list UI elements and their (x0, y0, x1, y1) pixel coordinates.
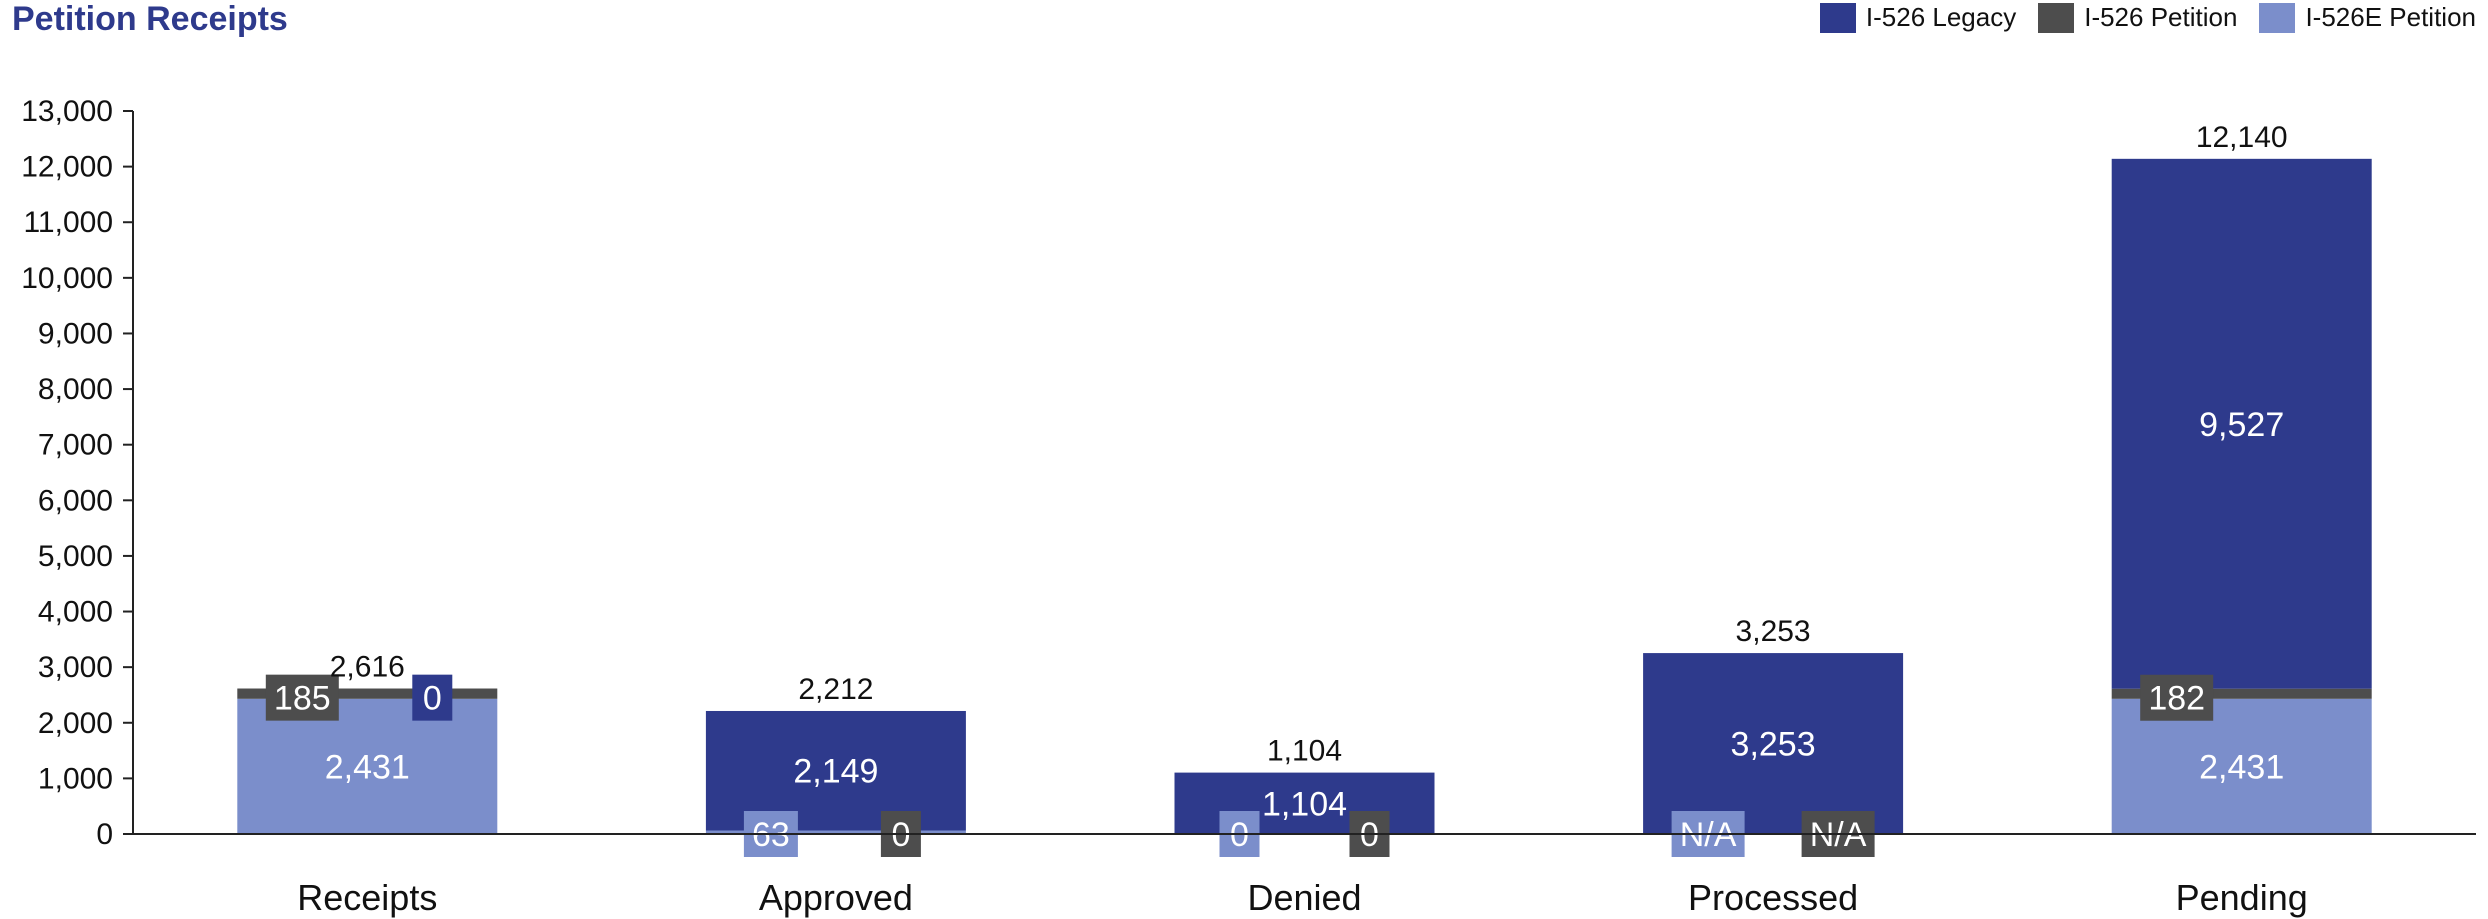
chart-title: Petition Receipts (12, 0, 288, 38)
y-tick-label: 8,000 (38, 373, 113, 406)
bar-i-526-legacy-approved (705, 710, 966, 831)
data-label-i526-legacy-receipts: 0 (423, 680, 442, 718)
data-label-i526-legacy-pending: 9,527 (2199, 406, 2284, 444)
y-tick-label: 9,000 (38, 317, 113, 350)
total-label-approved: 2,212 (798, 673, 873, 706)
data-label-i526-legacy-denied: 1,104 (1262, 785, 1347, 823)
data-label-i526-legacy-receipts-box (412, 674, 453, 721)
y-tick-label: 2,000 (38, 707, 113, 740)
y-tick-label: 11,000 (23, 206, 113, 239)
x-tick-label: Receipts (297, 877, 437, 918)
x-tick-label: Approved (759, 877, 913, 918)
y-tick-label: 5,000 (38, 540, 113, 573)
y-tick-label: 10,000 (21, 262, 113, 295)
bar-i-526e-petition-receipts (237, 698, 498, 834)
bar-i-526-legacy-processed (1643, 653, 1904, 834)
legend-swatch-i526e-petition (2259, 2, 2296, 33)
legend-label-i526-petition: I-526 Petition (2084, 2, 2238, 32)
y-tick-label: 13,000 (21, 95, 113, 128)
legend-item-i526-legacy: I-526 Legacy (1819, 2, 2017, 33)
bar-i-526e-petition-pending (2111, 698, 2372, 834)
y-tick-label: 12,000 (21, 151, 113, 184)
x-tick-label: Pending (2176, 877, 2308, 918)
legend-item-i526-petition: I-526 Petition (2038, 2, 2237, 33)
legend-swatch-i526-petition (2038, 2, 2075, 33)
bar-i-526e-petition-approved (705, 830, 966, 834)
total-label-pending: 12,140 (2196, 121, 2288, 154)
legend-label-i526e-petition: I-526E Petition (2305, 2, 2476, 32)
y-tick-label: 4,000 (38, 596, 113, 629)
bar-i-526-legacy-denied (1174, 772, 1435, 834)
x-tick-label: Denied (1247, 877, 1361, 918)
legend-swatch-i526-legacy (1819, 2, 1856, 33)
data-label-i526e-pending: 2,431 (2199, 748, 2284, 786)
total-label-processed: 3,253 (1736, 615, 1811, 648)
data-label-i526-petition-receipts: 185 (274, 680, 331, 718)
y-tick-label: 6,000 (38, 484, 113, 517)
data-label-i526-petition-pending: 182 (2148, 680, 2205, 718)
y-tick-label: 7,000 (38, 429, 113, 462)
bar-i-526-petition-pending (2111, 688, 2372, 699)
y-tick-label: 0 (96, 818, 113, 851)
legend: I-526 Legacy I-526 Petition I-526E Petit… (1798, 2, 2476, 33)
legend-item-i526e-petition: I-526E Petition (2259, 2, 2476, 33)
y-tick-label: 3,000 (38, 651, 113, 684)
y-tick-label: 1,000 (38, 762, 113, 795)
bar-i-526-legacy-pending (2111, 158, 2372, 689)
data-label-i526-legacy-approved: 2,149 (793, 753, 878, 791)
total-label-receipts: 2,616 (330, 651, 405, 684)
x-tick-label: Processed (1688, 877, 1858, 918)
data-label-i526-petition-receipts-box (265, 674, 339, 721)
data-label-i526-petition-pending-box (2140, 674, 2214, 721)
total-label-denied: 1,104 (1267, 735, 1342, 768)
legend-label-i526-legacy: I-526 Legacy (1865, 2, 2017, 32)
data-label-i526e-receipts: 2,431 (325, 748, 410, 786)
bar-i-526-petition-receipts (237, 688, 498, 699)
data-label-i526-legacy-processed: 3,253 (1731, 726, 1816, 764)
